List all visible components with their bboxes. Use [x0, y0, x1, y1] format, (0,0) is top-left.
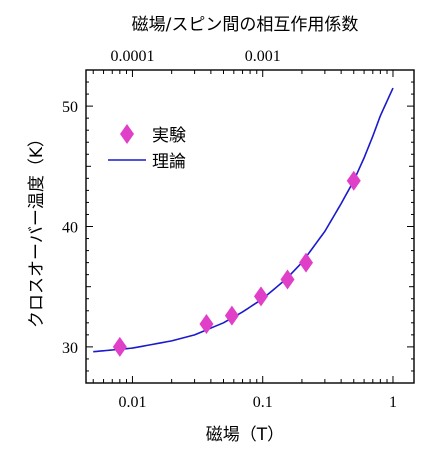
theory-curve: [93, 87, 394, 353]
x-tick-label: 1: [389, 394, 397, 411]
legend-marker-experiment: [120, 124, 134, 144]
legend-label-theory: 理論: [152, 152, 186, 172]
data-point: [199, 314, 214, 335]
top-tick-label: 0.0001: [110, 48, 154, 65]
y-tick-label: 30: [62, 340, 78, 357]
chart-legend: 実験 理論: [108, 124, 186, 172]
x-tick-label: 0.01: [118, 394, 146, 411]
y-tick-label: 40: [62, 220, 78, 237]
data-point: [253, 286, 268, 307]
data-point: [112, 336, 127, 357]
data-point: [280, 269, 295, 290]
top-tick-label: 0.001: [245, 48, 281, 65]
data-point: [299, 252, 314, 273]
y-axis-label: クロスオーバー温度（K）: [27, 130, 47, 328]
plot-area: [93, 87, 394, 357]
x-tick-label: 0.1: [253, 394, 273, 411]
plot-frame: [85, 69, 415, 384]
x-axis-label: 磁場（T）: [206, 425, 284, 445]
legend-label-experiment: 実験: [152, 126, 186, 146]
data-point: [346, 170, 361, 191]
y-tick-label: 50: [62, 99, 78, 116]
axes: 0.01 0.1 1 0.0001 0.001 30 40 50: [62, 48, 415, 411]
top-axis-label: 磁場/スピン間の相互作用係数: [132, 15, 359, 35]
data-point: [224, 305, 239, 326]
